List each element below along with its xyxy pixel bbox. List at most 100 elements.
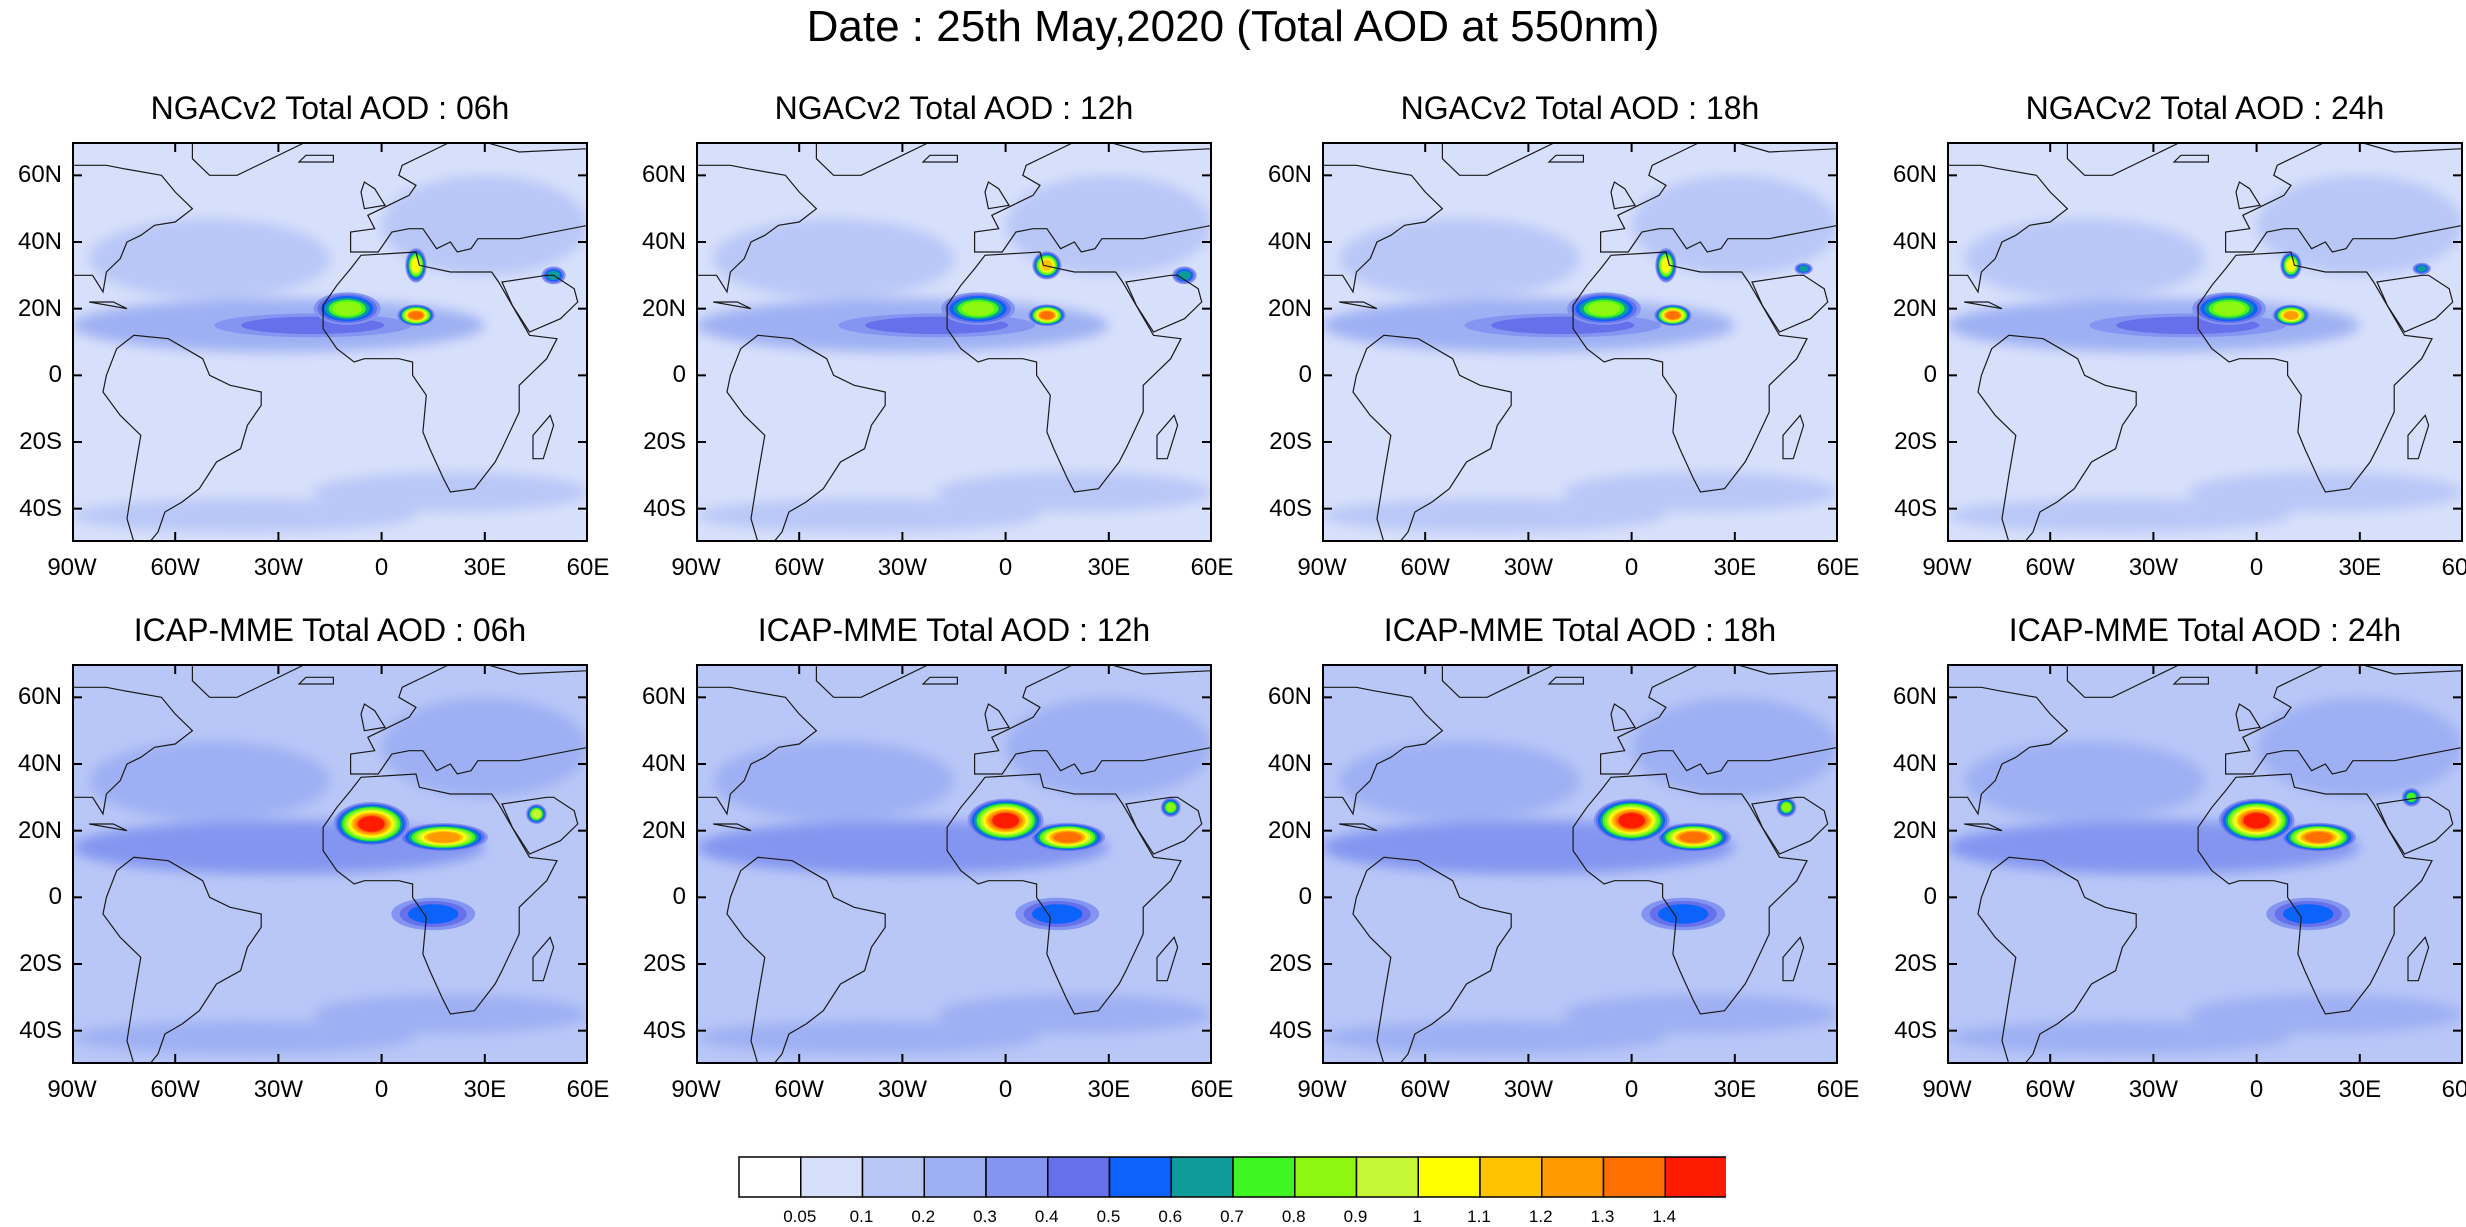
- coastline: [984, 181, 1010, 210]
- lon-label: 60W: [150, 554, 200, 581]
- coastline: [1322, 164, 1444, 294]
- aod-plume-contour: [1666, 311, 1680, 320]
- coastline: [1322, 686, 1444, 816]
- aod-map: [72, 142, 588, 542]
- aod-background-region: [713, 218, 954, 299]
- lat-label: 40N: [1267, 750, 1312, 777]
- aod-background-region: [1964, 218, 2205, 299]
- aod-background-region: [2256, 697, 2463, 798]
- lat-label: 60N: [1267, 161, 1312, 189]
- map-plot: [696, 142, 1212, 542]
- coastline: [297, 676, 334, 685]
- map-plot: [72, 664, 588, 1064]
- aod-plume-contour: [1679, 832, 1708, 843]
- figure-title: Date : 25th May,2020 (Total AOD at 550nm…: [806, 2, 1660, 51]
- lon-label: 0: [2249, 1076, 2264, 1103]
- lon-label: 30W: [1503, 1076, 1554, 1103]
- lon-label: 30E: [1713, 1076, 1757, 1103]
- map-plot: [696, 664, 1212, 1064]
- aod-plume-contour: [1053, 832, 1082, 843]
- lat-label: 40N: [1267, 228, 1312, 255]
- lon-label: 0: [998, 554, 1013, 581]
- lat-label: 0: [1298, 361, 1312, 389]
- lat-label: 20S: [19, 950, 62, 977]
- aod-plume-contour: [1040, 311, 1054, 320]
- aod-background-region: [1005, 175, 1212, 276]
- lat-label: 0: [672, 883, 686, 911]
- lon-label: 60E: [566, 1076, 610, 1103]
- panel-title: NGACv2 Total AOD : 24h: [2025, 90, 2385, 126]
- lon-label: 60W: [774, 1076, 824, 1103]
- coastline: [1441, 142, 1557, 176]
- coastline: [191, 664, 307, 698]
- aod-map: [1322, 664, 1838, 1064]
- coastline: [1547, 676, 1584, 685]
- lat-label: 40N: [17, 228, 62, 255]
- aod-background-region: [1631, 697, 1838, 798]
- coastline: [2235, 703, 2261, 732]
- colorbar-swatch: [1417, 1156, 1481, 1198]
- lon-label: 0: [374, 1076, 389, 1103]
- coastline: [532, 936, 555, 982]
- coastline: [1156, 414, 1179, 460]
- lon-label: 60E: [2441, 1076, 2466, 1103]
- lat-label: 20N: [17, 294, 62, 322]
- lat-label: 20S: [643, 950, 686, 977]
- panel-title: NGACv2 Total AOD : 18h: [1400, 90, 1760, 126]
- aod-background-region: [1005, 697, 1212, 798]
- coastline: [102, 856, 262, 1064]
- coastline: [1977, 334, 2137, 542]
- lat-label: 60N: [1892, 161, 1937, 189]
- aod-plume-contour: [332, 301, 363, 316]
- lon-label: 0: [998, 1076, 1013, 1103]
- map-plot: [1322, 664, 1838, 1064]
- coastline: [713, 823, 752, 832]
- lon-label: 60W: [1400, 554, 1450, 581]
- lat-label: 20S: [1894, 428, 1937, 455]
- aod-plume-contour: [2406, 792, 2417, 802]
- lon-label: 90W: [671, 1076, 721, 1103]
- aod-background-region: [1339, 740, 1580, 821]
- lat-label: 20S: [19, 428, 62, 455]
- coastline: [1977, 856, 2137, 1064]
- lon-label: 60E: [1816, 554, 1860, 581]
- coastline: [2197, 251, 2433, 493]
- coastline: [726, 856, 886, 1064]
- panel-title: ICAP-MME Total AOD : 18h: [1383, 612, 1777, 648]
- lon-label: 30E: [2338, 554, 2382, 581]
- aod-plume-contour: [1618, 812, 1646, 829]
- aod-background-region: [696, 1020, 1040, 1054]
- coastline: [815, 664, 931, 698]
- aod-plume-contour: [2212, 301, 2246, 316]
- lat-label: 20N: [641, 816, 686, 844]
- aod-plume-contour: [1178, 270, 1191, 280]
- aod-plume-contour: [408, 904, 459, 924]
- aod-plume-contour: [1587, 301, 1621, 316]
- coastline: [360, 181, 386, 210]
- lon-label: 30W: [877, 554, 928, 581]
- coastline: [350, 142, 588, 253]
- aod-map: [1947, 142, 2463, 542]
- lon-label: 60E: [1816, 1076, 1860, 1103]
- coastline: [532, 414, 555, 460]
- coastline: [2235, 181, 2261, 210]
- coastline: [1600, 664, 1838, 775]
- lat-label: 20N: [1892, 294, 1937, 322]
- lon-label: 60W: [2025, 554, 2075, 581]
- lon-label: 60W: [1400, 1076, 1450, 1103]
- lat-label: 20S: [643, 428, 686, 455]
- aod-background-region: [72, 498, 416, 532]
- coastline: [2376, 274, 2454, 333]
- coastline: [815, 142, 931, 176]
- lon-label: 60W: [2025, 1076, 2075, 1103]
- aod-plume-contour: [1798, 265, 1809, 272]
- lon-label: 30E: [463, 554, 507, 581]
- aod-background-region: [381, 175, 588, 276]
- aod-plume-contour: [1781, 803, 1791, 812]
- coastline: [297, 154, 334, 163]
- lon-label: 30W: [877, 1076, 928, 1103]
- lat-label: 40N: [641, 228, 686, 255]
- aod-plume-contour: [961, 301, 995, 316]
- lon-label: 60E: [566, 554, 610, 581]
- coastline: [1610, 703, 1636, 732]
